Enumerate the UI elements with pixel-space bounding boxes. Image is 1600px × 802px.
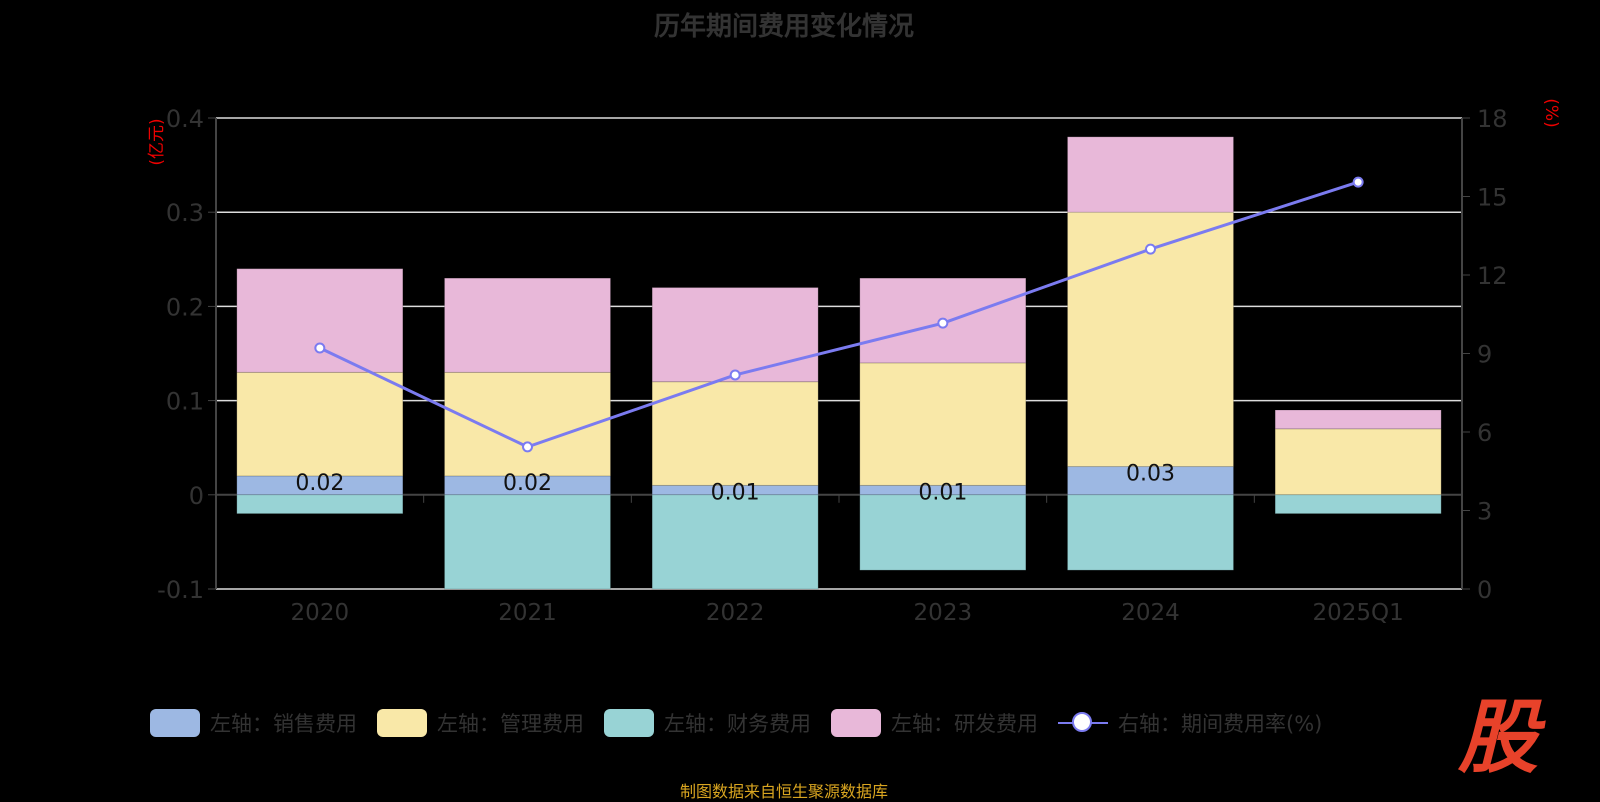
legend-line-icon [1058,709,1108,737]
bar-segment [1067,494,1234,571]
legend-item[interactable]: 左轴：管理费用 [377,708,584,738]
bar-segment [859,362,1027,486]
legend-swatch-icon [831,709,881,737]
data-label: 0.01 [711,480,760,505]
rate-point [1352,176,1364,188]
left-axis-tick-label: 0.3 [166,199,204,227]
rate-point [314,342,326,354]
x-axis-tick-label: 2025Q1 [1313,600,1404,626]
rate-point [937,317,949,329]
rate-point [1145,243,1156,255]
legend-label: 左轴：财务费用 [664,712,811,736]
bar-segment [1274,428,1442,496]
right-axis-tick-label: 6 [1477,419,1492,447]
chart-title: 历年期间费用变化情况 [653,12,914,42]
bar-segment [444,494,611,590]
rate-line [319,180,1359,449]
data-source-note: 制图数据来自恒生聚源数据库 [679,782,888,801]
left-axis-label: (亿元) [147,118,167,165]
x-axis-tick-label: 2024 [1121,600,1180,626]
right-axis-tick-label: 0 [1477,576,1492,604]
left-axis-tick-label: 0 [189,482,204,510]
bar-segment [236,268,404,373]
left-axis-tick-label: 0.1 [166,388,204,416]
bar-segment [1067,136,1234,213]
right-axis-tick-label: 12 [1477,262,1508,290]
left-axis-tick-label: 0.2 [166,293,204,321]
data-label: 0.02 [295,471,344,496]
bar-segment [236,494,404,515]
bar-segment [444,371,611,477]
bar-segment [1274,409,1442,430]
right-axis-label: (%) [1541,98,1561,127]
bar-segment [859,494,1027,571]
data-label: 0.01 [918,480,967,505]
legend-label: 左轴：管理费用 [437,712,584,736]
legend-label: 右轴：期间费用率(%) [1118,712,1323,736]
data-label: 0.02 [503,471,552,496]
right-axis-tick-label: 3 [1477,498,1492,526]
legend-item[interactable]: 左轴：财务费用 [604,708,811,738]
data-label: 0.03 [1126,462,1175,487]
right-axis-tick-label: 15 [1477,184,1508,212]
logo: 股 [1458,691,1538,784]
legend: 左轴：销售费用 左轴：管理费用 左轴：财务费用 左轴：研发费用 右轴：期间费用率(%) [150,708,1342,738]
bar-segment [1274,494,1442,515]
bar-segment [651,494,819,590]
legend-swatch-icon [604,709,654,737]
left-axis-tick-label: 0.4 [166,105,204,133]
rate-point [522,441,533,453]
legend-swatch-icon [150,709,200,737]
rate-point [729,369,741,381]
legend-swatch-icon [377,709,427,737]
bar-segment [444,277,611,373]
x-axis-tick-label: 2022 [706,600,765,626]
legend-item[interactable]: 右轴：期间费用率(%) [1058,708,1322,738]
bar-segment [651,381,819,486]
right-axis-tick-label: 9 [1477,341,1492,369]
legend-item[interactable]: 左轴：研发费用 [831,708,1038,738]
legend-label: 左轴：销售费用 [210,712,357,736]
x-axis-tick-label: 2023 [914,600,973,626]
right-axis-tick-label: 18 [1477,105,1508,133]
legend-item[interactable]: 左轴：销售费用 [150,708,357,738]
x-axis-tick-label: 2020 [291,600,350,626]
legend-label: 左轴：研发费用 [891,712,1038,736]
bar-segment [651,287,819,383]
x-axis-tick-label: 2021 [498,600,557,626]
left-axis-tick-label: -0.1 [157,576,204,604]
bar-segment [236,371,404,477]
